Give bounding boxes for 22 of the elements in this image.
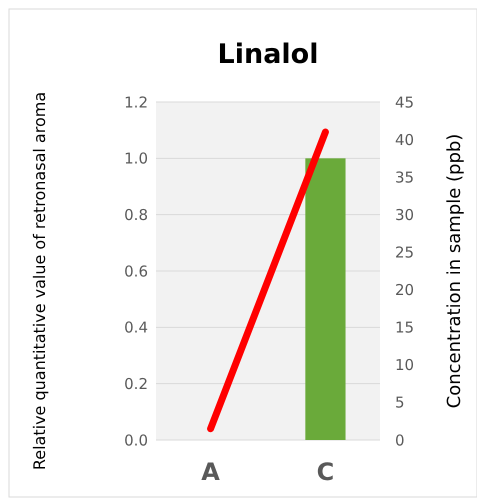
y2-tick-label: 30 — [395, 206, 414, 224]
y-tick-label: 1.0 — [124, 150, 148, 168]
y2-tick-label: 25 — [395, 243, 414, 262]
y2-tick-label: 20 — [395, 281, 414, 300]
x-tick-label: A — [201, 458, 220, 486]
chart-title: Linalol — [218, 39, 318, 70]
x-tick-label: C — [316, 458, 334, 486]
y2-tick-label: 5 — [395, 394, 405, 412]
y-tick-label: 0.4 — [124, 318, 148, 337]
y2-tick-label: 15 — [395, 318, 414, 337]
y2-tick-label: 45 — [395, 93, 414, 112]
y2-axis-title: Concentration in sample (ppb) — [444, 134, 465, 408]
y2-tick-label: 10 — [395, 356, 414, 374]
y-tick-label: 0.2 — [124, 374, 148, 393]
y-axis-title: Relative quantitative value of retronasal aroma — [30, 92, 49, 470]
y-tick-label: 0.8 — [124, 206, 148, 224]
y2-tick-label: 0 — [395, 431, 405, 450]
y2-tick-label: 40 — [395, 130, 414, 149]
y2-tick-label: 35 — [395, 168, 414, 186]
y-tick-label: 0.6 — [124, 262, 148, 280]
y-tick-label: 0.0 — [124, 431, 148, 450]
y-tick-label: 1.2 — [124, 93, 148, 112]
